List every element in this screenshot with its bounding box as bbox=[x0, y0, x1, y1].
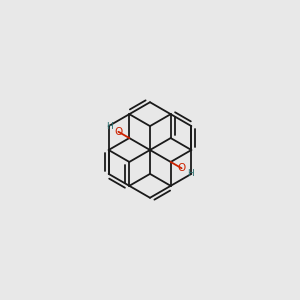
Text: H: H bbox=[188, 169, 194, 178]
Text: H: H bbox=[106, 122, 112, 131]
Text: O: O bbox=[178, 163, 186, 173]
Text: O: O bbox=[114, 127, 122, 137]
